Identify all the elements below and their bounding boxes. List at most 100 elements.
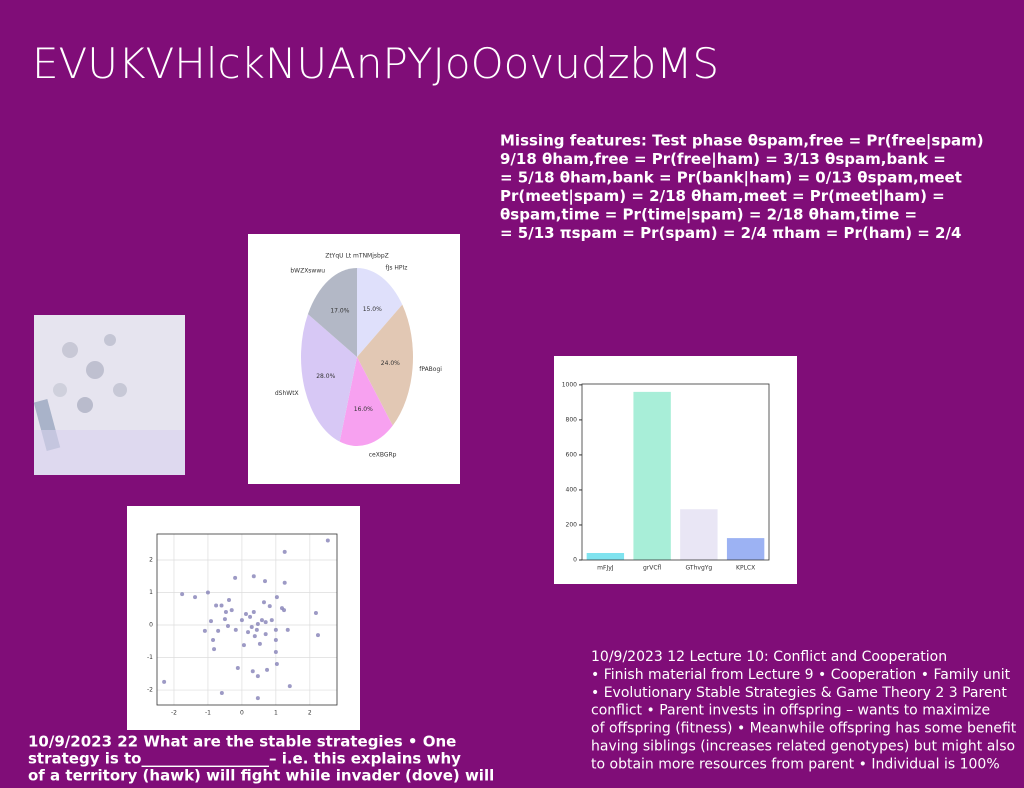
- pie-slice: [301, 314, 357, 442]
- point: [229, 608, 234, 613]
- point: [180, 592, 185, 597]
- pie-slice: [357, 304, 414, 426]
- value-label: 24.0%: [381, 360, 400, 367]
- point: [269, 618, 274, 623]
- point: [263, 579, 267, 584]
- slice-label: fPABogi: [419, 366, 442, 373]
- y-tick-label: -2: [147, 687, 153, 694]
- text-line: Pr(meet|spam) = 2/18 θham,meet = Pr(meet…: [500, 187, 945, 206]
- scatter-frame: [127, 506, 360, 730]
- y-tick-label: 0: [149, 622, 153, 629]
- slice-label: fJs HPIz: [385, 265, 407, 272]
- point: [162, 679, 167, 684]
- point: [274, 595, 279, 600]
- slice-label: bWZXswwu: [290, 268, 325, 275]
- point: [249, 624, 254, 629]
- point: [315, 633, 320, 638]
- text-line: 10/9/2023 12 Lecture 10: Conflict and Co…: [591, 649, 947, 665]
- point: [193, 595, 198, 600]
- point: [274, 662, 279, 667]
- text-line: of offspring (fitness) • Meanwhile offsp…: [591, 721, 1017, 737]
- point: [243, 611, 248, 616]
- point: [214, 603, 219, 608]
- slide-title: EVUKVHlckNUAnPYJoOovudzbMS: [32, 39, 719, 88]
- text-line: conflict • Parent invests in offspring –…: [591, 703, 990, 719]
- y-tick-label: 2: [149, 557, 153, 564]
- x-tick-label: 2: [308, 710, 312, 717]
- chart-title: ZtYqU Lt mTNMjsbpZ: [325, 253, 389, 260]
- y-tick-label: 800: [566, 416, 578, 423]
- y-tick-label: -1: [147, 654, 153, 661]
- x-tick-label: grVCfl: [643, 565, 662, 572]
- text-line: = 5/13 πspam = Pr(spam) = 2/4 πham = Pr(…: [500, 224, 961, 242]
- point: [282, 608, 287, 613]
- point: [250, 669, 255, 674]
- point: [254, 627, 259, 632]
- point: [219, 603, 224, 608]
- value-label: 28.0%: [316, 373, 335, 380]
- text-line: = 5/18 θham,bank = Pr(bank|ham) = 0/13 θ…: [500, 169, 962, 188]
- point: [233, 627, 238, 632]
- point: [263, 620, 268, 625]
- point: [255, 696, 260, 701]
- pie-slice: [307, 268, 357, 357]
- x-tick-label: KPLCX: [736, 565, 755, 572]
- point: [251, 574, 256, 579]
- point: [282, 549, 287, 554]
- point: [222, 617, 227, 622]
- pie-slice: [339, 357, 393, 446]
- point: [211, 637, 216, 642]
- bar: [680, 509, 718, 560]
- x-tick-label: -2: [171, 710, 177, 717]
- point: [261, 600, 266, 605]
- slice-label: dShWtX: [275, 390, 299, 397]
- text-line: strategy is to_________________– i.e. th…: [28, 750, 461, 768]
- y-tick-label: 600: [566, 451, 578, 458]
- y-tick-label: 400: [566, 486, 578, 493]
- point: [219, 690, 224, 695]
- x-tick-label: mFJyJ: [597, 565, 614, 572]
- point: [325, 538, 330, 543]
- text-line: Missing features: Test phase θspam,free …: [500, 132, 984, 151]
- point: [285, 627, 290, 632]
- y-tick-label: 1: [149, 589, 153, 596]
- point: [255, 674, 260, 679]
- slice-label: ceXBGRp: [369, 451, 397, 458]
- point: [227, 597, 231, 602]
- point: [251, 610, 256, 615]
- y-tick-label: 0: [573, 557, 577, 564]
- value-label: 15.0%: [363, 306, 382, 313]
- point: [273, 637, 278, 642]
- text-line: • Finish material from Lecture 9 • Coope…: [591, 667, 1011, 683]
- point: [239, 618, 244, 623]
- y-tick-label: 1000: [562, 381, 577, 388]
- point: [263, 632, 268, 637]
- value-label: 16.0%: [354, 406, 373, 413]
- point: [233, 575, 238, 580]
- point: [267, 604, 272, 609]
- point: [241, 643, 246, 648]
- bar: [586, 552, 625, 560]
- x-tick-label: GThvgYg: [686, 565, 713, 572]
- x-tick-label: 1: [274, 710, 278, 717]
- point: [202, 628, 207, 633]
- point: [225, 624, 230, 629]
- point: [205, 590, 210, 595]
- point: [209, 619, 213, 624]
- point: [235, 665, 240, 670]
- point: [287, 684, 292, 689]
- text-line: to obtain more resources from parent • I…: [591, 756, 1000, 772]
- y-tick-label: 200: [566, 521, 578, 528]
- point: [282, 580, 287, 585]
- point: [265, 667, 270, 672]
- axes-frame: [581, 383, 770, 561]
- text-line: • Evolutionary Stable Strategies & Game …: [591, 685, 1007, 701]
- bar: [633, 391, 671, 560]
- point: [257, 641, 262, 646]
- text-line: having siblings (increases related genot…: [591, 739, 1015, 755]
- value-label: 17.0%: [330, 308, 349, 315]
- point: [273, 650, 278, 655]
- photo: [33, 315, 185, 475]
- point: [216, 628, 221, 633]
